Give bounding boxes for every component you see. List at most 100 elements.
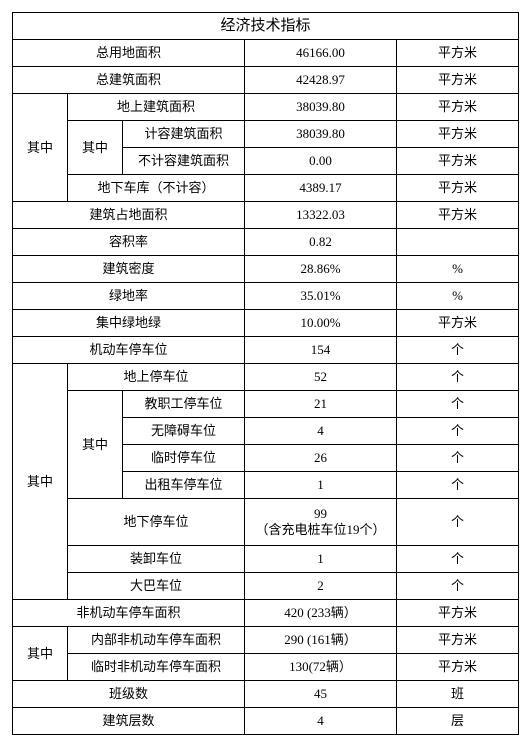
table-row: 地下车库（不计容）4389.17平方米 xyxy=(13,175,519,202)
cell: 1 xyxy=(245,472,397,499)
cell: 平方米 xyxy=(397,148,519,175)
cell: 出租车停车位 xyxy=(123,472,245,499)
cell: 154 xyxy=(245,337,397,364)
table-row: 建筑密度28.86%% xyxy=(13,256,519,283)
title-row: 经济技术指标 xyxy=(13,13,519,40)
table-row: 其中内部非机动车停车面积290 (161辆）平方米 xyxy=(13,627,519,654)
cell: 其中 xyxy=(68,391,123,499)
cell: 290 (161辆） xyxy=(245,627,397,654)
cell: 42428.97 xyxy=(245,67,397,94)
cell: 个 xyxy=(397,391,519,418)
cell: 个 xyxy=(397,472,519,499)
cell: 个 xyxy=(397,418,519,445)
table-row: 其中教职工停车位21个 xyxy=(13,391,519,418)
cell: 大巴车位 xyxy=(68,573,245,600)
cell: 平方米 xyxy=(397,310,519,337)
cell: 个 xyxy=(397,546,519,573)
cell: 21 xyxy=(245,391,397,418)
cell: 经济技术指标 xyxy=(13,13,519,40)
cell: 其中 xyxy=(13,364,68,600)
table-row: 其中地上停车位52个 xyxy=(13,364,519,391)
cell: 4 xyxy=(245,418,397,445)
cell: 其中 xyxy=(13,94,68,202)
table-row: 总建筑面积42428.97平方米 xyxy=(13,67,519,94)
cell: 其中 xyxy=(13,627,68,681)
table-row: 装卸车位1个 xyxy=(13,546,519,573)
cell: 45 xyxy=(245,681,397,708)
cell: 0.82 xyxy=(245,229,397,256)
table-row: 机动车停车位154个 xyxy=(13,337,519,364)
cell: 绿地率 xyxy=(13,283,245,310)
cell: 52 xyxy=(245,364,397,391)
cell: 4389.17 xyxy=(245,175,397,202)
table-row: 其中计容建筑面积38039.80平方米 xyxy=(13,121,519,148)
table-row: 容积率0.82 xyxy=(13,229,519,256)
cell: 临时非机动车停车面积 xyxy=(68,654,245,681)
cell: 2 xyxy=(245,573,397,600)
cell: 35.01% xyxy=(245,283,397,310)
cell: 建筑密度 xyxy=(13,256,245,283)
cell: 其中 xyxy=(68,121,123,175)
cell: 平方米 xyxy=(397,654,519,681)
cell: 99（含充电桩车位19个） xyxy=(245,499,397,546)
cell: % xyxy=(397,283,519,310)
table-row: 集中绿地绿10.00%平方米 xyxy=(13,310,519,337)
cell: 地上建筑面积 xyxy=(68,94,245,121)
cell: 容积率 xyxy=(13,229,245,256)
cell: 建筑占地面积 xyxy=(13,202,245,229)
cell: 机动车停车位 xyxy=(13,337,245,364)
cell: 个 xyxy=(397,364,519,391)
cell: 13322.03 xyxy=(245,202,397,229)
cell: 班 xyxy=(397,681,519,708)
table-row: 临时非机动车停车面积130(72辆）平方米 xyxy=(13,654,519,681)
cell: 总用地面积 xyxy=(13,40,245,67)
cell: 38039.80 xyxy=(245,94,397,121)
cell: 总建筑面积 xyxy=(13,67,245,94)
econ-indicator-table: 经济技术指标总用地面积46166.00平方米总建筑面积42428.97平方米其中… xyxy=(12,12,519,735)
table-row: 其中地上建筑面积38039.80平方米 xyxy=(13,94,519,121)
cell: 平方米 xyxy=(397,600,519,627)
cell: 教职工停车位 xyxy=(123,391,245,418)
cell: 计容建筑面积 xyxy=(123,121,245,148)
cell: 不计容建筑面积 xyxy=(123,148,245,175)
cell: 内部非机动车停车面积 xyxy=(68,627,245,654)
cell: 28.86% xyxy=(245,256,397,283)
cell: 1 xyxy=(245,546,397,573)
cell: 平方米 xyxy=(397,627,519,654)
cell: 10.00% xyxy=(245,310,397,337)
cell: 平方米 xyxy=(397,67,519,94)
table-row: 建筑层数4层 xyxy=(13,708,519,735)
table-row: 绿地率35.01%% xyxy=(13,283,519,310)
cell: 临时停车位 xyxy=(123,445,245,472)
table-row: 非机动车停车面积420 (233辆）平方米 xyxy=(13,600,519,627)
table-row: 地下停车位99（含充电桩车位19个）个 xyxy=(13,499,519,546)
cell: 平方米 xyxy=(397,40,519,67)
cell: 装卸车位 xyxy=(68,546,245,573)
cell: 建筑层数 xyxy=(13,708,245,735)
table-row: 大巴车位2个 xyxy=(13,573,519,600)
cell: 地上停车位 xyxy=(68,364,245,391)
table-row: 班级数45班 xyxy=(13,681,519,708)
cell: 集中绿地绿 xyxy=(13,310,245,337)
table-row: 总用地面积46166.00平方米 xyxy=(13,40,519,67)
cell: 层 xyxy=(397,708,519,735)
cell: 无障碍车位 xyxy=(123,418,245,445)
cell: 地下车库（不计容） xyxy=(68,175,245,202)
cell: 平方米 xyxy=(397,121,519,148)
cell: 0.00 xyxy=(245,148,397,175)
cell xyxy=(397,229,519,256)
cell: 个 xyxy=(397,445,519,472)
cell: 非机动车停车面积 xyxy=(13,600,245,627)
cell: 平方米 xyxy=(397,94,519,121)
cell: 26 xyxy=(245,445,397,472)
cell: 4 xyxy=(245,708,397,735)
cell: 130(72辆） xyxy=(245,654,397,681)
cell: 个 xyxy=(397,573,519,600)
cell: 46166.00 xyxy=(245,40,397,67)
table-row: 建筑占地面积13322.03平方米 xyxy=(13,202,519,229)
cell: 平方米 xyxy=(397,175,519,202)
cell: 420 (233辆） xyxy=(245,600,397,627)
cell: 平方米 xyxy=(397,202,519,229)
cell: 地下停车位 xyxy=(68,499,245,546)
cell: 班级数 xyxy=(13,681,245,708)
